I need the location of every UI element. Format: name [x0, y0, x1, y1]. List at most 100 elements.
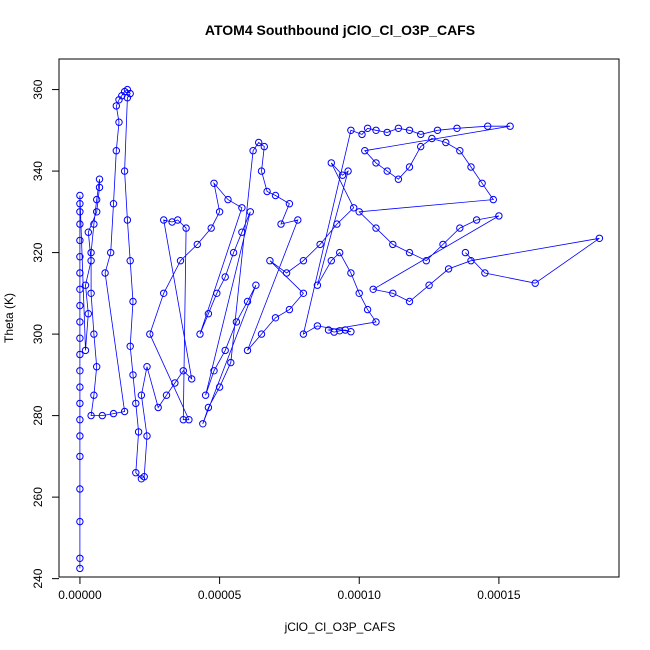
y-tick-label: 300: [31, 324, 45, 344]
data-point: [444, 265, 453, 273]
y-tick-label: 280: [31, 405, 45, 425]
chart-title: ATOM4 Southbound jClO_Cl_O3P_CAFS: [205, 22, 475, 38]
y-tick-label: 260: [31, 487, 45, 507]
data-point: [98, 411, 107, 420]
data-point: [389, 240, 397, 249]
x-tick-label: 0.00005: [198, 588, 242, 602]
data-point: [481, 269, 489, 277]
data-point: [372, 318, 380, 326]
data-point: [76, 517, 84, 526]
data-point: [255, 138, 263, 147]
data-point: [93, 195, 101, 204]
data-point: [84, 228, 93, 236]
data-point: [221, 346, 229, 355]
data-point: [76, 208, 84, 216]
data-point: [327, 257, 335, 265]
data-point: [299, 257, 308, 265]
data-point: [363, 305, 372, 314]
data-point: [243, 346, 252, 355]
y-tick-label: 240: [31, 568, 45, 588]
data-point: [76, 269, 84, 277]
data-point: [76, 554, 84, 562]
data-point: [179, 367, 188, 375]
data-point: [467, 257, 475, 265]
data-point: [160, 289, 168, 297]
data-point: [171, 379, 179, 387]
data-point: [506, 122, 514, 130]
data-point: [90, 220, 98, 228]
data-point: [425, 281, 433, 289]
data-point: [160, 216, 168, 224]
data-point: [76, 285, 84, 293]
data-point: [394, 124, 403, 133]
data-point: [207, 224, 215, 232]
data-point: [210, 367, 218, 375]
data-point: [227, 358, 235, 367]
data-point: [126, 257, 134, 265]
data-point: [456, 147, 464, 155]
data-point: [422, 257, 430, 265]
x-tick-label: 0.00010: [338, 588, 382, 602]
data-point: [531, 279, 539, 287]
data-point: [282, 269, 291, 277]
data-point: [185, 416, 193, 424]
data-point: [95, 183, 104, 192]
data-point: [369, 285, 377, 293]
data-point: [252, 281, 260, 289]
data-point: [347, 126, 355, 135]
data-point: [87, 257, 95, 265]
data-point: [146, 330, 154, 338]
data-point: [442, 138, 450, 147]
data-point: [327, 159, 335, 167]
data-point: [461, 248, 470, 257]
data-point: [93, 208, 101, 216]
data-point: [179, 416, 188, 424]
x-axis: 0.00000 0.00005 0.00010 0.00015: [58, 577, 521, 602]
data-point: [76, 350, 84, 359]
data-point: [372, 126, 380, 135]
data-point: [174, 216, 182, 224]
data-point: [76, 220, 84, 228]
data-point: [313, 281, 322, 289]
data-point: [176, 257, 185, 265]
data-point: [472, 216, 481, 224]
data-point: [389, 289, 397, 297]
data-point: [394, 175, 403, 183]
data-point: [316, 240, 324, 249]
data-point: [271, 191, 280, 200]
data-point: [350, 204, 358, 212]
y-tick-label: 340: [31, 161, 45, 181]
data-point: [193, 240, 202, 249]
data-point: [76, 253, 84, 261]
data-point: [76, 200, 84, 208]
data-point: [215, 208, 224, 216]
x-tick-label: 0.00000: [58, 588, 102, 602]
y-axis-label: Theta (K): [2, 293, 16, 343]
data-point: [229, 248, 238, 257]
data-point: [87, 411, 95, 420]
data-point: [81, 346, 90, 355]
y-axis: 240 260 280 300 320 340 360: [31, 79, 59, 589]
data-point: [257, 330, 266, 338]
data-point: [232, 318, 241, 326]
data-point: [347, 269, 355, 277]
data-point: [182, 224, 190, 232]
data-point: [263, 187, 271, 196]
data-point: [123, 94, 132, 102]
data-point: [84, 310, 93, 318]
data-point: [467, 163, 475, 171]
data-point: [76, 485, 84, 493]
data-point: [336, 327, 344, 335]
plot-area: [76, 85, 604, 573]
data-point: [238, 204, 246, 212]
data-point: [140, 473, 148, 481]
data-point: [260, 142, 268, 151]
data-point: [213, 289, 221, 297]
data-point: [313, 322, 322, 330]
data-point: [132, 399, 140, 408]
data-point: [238, 228, 246, 236]
data-point: [76, 367, 84, 375]
data-point: [76, 432, 84, 440]
data-point: [221, 273, 229, 281]
